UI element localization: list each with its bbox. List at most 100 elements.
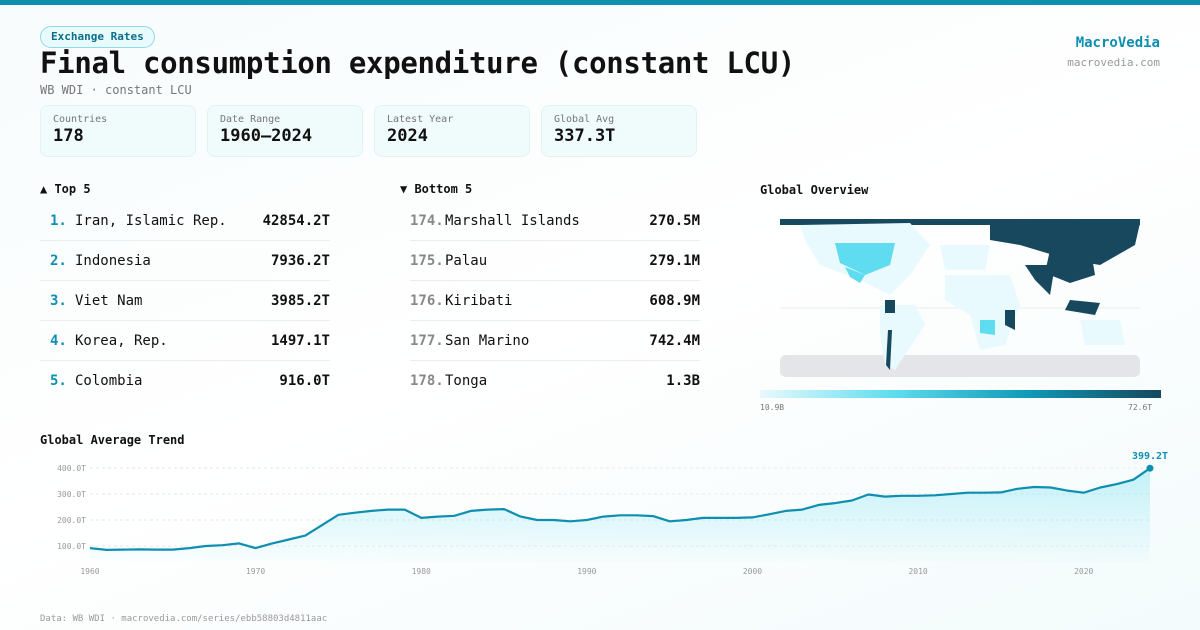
list-item[interactable]: 176. Kiribati 608.9M — [410, 281, 700, 321]
country-name: San Marino — [445, 332, 530, 349]
stat-card-global-avg: Global Avg 337.3T — [541, 105, 697, 157]
rank: 4. — [50, 332, 67, 349]
rank: 1. — [50, 212, 67, 229]
stat-card-date-range: Date Range 1960–2024 — [207, 105, 363, 157]
list-item[interactable]: 4. Korea, Rep. 1497.1T — [40, 321, 330, 361]
rank: 175. — [410, 252, 444, 269]
country-value: 270.5M — [649, 212, 700, 229]
stat-value: 337.3T — [554, 126, 616, 146]
map-arctic-strip — [780, 219, 1140, 225]
map-title: Global Overview — [760, 183, 869, 197]
top5-list: 1. Iran, Islamic Rep. 42854.2T 2. Indonesia 7… — [40, 201, 330, 401]
map-australia[interactable] — [1080, 320, 1125, 345]
map-usa[interactable] — [835, 243, 895, 275]
footer-source: Data: WB WDI · macrovedia.com/series/ebb… — [40, 614, 328, 624]
category-badge[interactable]: Exchange Rates — [40, 26, 155, 48]
rank: 176. — [410, 292, 444, 309]
x-tick-label: 1990 — [577, 567, 596, 576]
top5-title: ▲ Top 5 — [40, 182, 91, 196]
data-point — [1146, 464, 1154, 472]
country-name: Tonga — [445, 373, 488, 389]
x-tick-label: 2020 — [1074, 567, 1093, 576]
x-tick-label: 1970 — [246, 567, 265, 576]
map-color-legend — [760, 390, 1161, 398]
country-value: 608.9M — [649, 292, 700, 309]
bottom5-list: 174. Marshall Islands 270.5M 175. Palau 279.1… — [410, 201, 700, 401]
trend-area — [90, 468, 1150, 562]
x-tick-label: 1960 — [80, 567, 99, 576]
rank: 178. — [410, 373, 444, 389]
list-item[interactable]: 175. Palau 279.1M — [410, 241, 700, 281]
country-value: 1497.1T — [270, 332, 330, 349]
stat-label: Latest Year — [387, 114, 454, 125]
y-tick-label: 200.0T — [57, 516, 86, 525]
stat-label: Countries — [53, 114, 108, 125]
rank: 177. — [410, 332, 444, 349]
last-value-label: 399.2T — [1132, 451, 1168, 462]
list-item[interactable]: 178. Tonga 1.3B — [410, 361, 700, 401]
map-china[interactable] — [1045, 245, 1095, 283]
stat-value: 2024 — [387, 126, 428, 146]
country-name: Viet Nam — [75, 292, 143, 309]
map-indonesia[interactable] — [1065, 300, 1100, 315]
country-value: 742.4M — [649, 332, 700, 349]
country-name: Marshall Islands — [445, 212, 580, 229]
trend-line — [89, 467, 1151, 551]
country-name: Kiribati — [445, 292, 513, 309]
country-name: Iran, Islamic Rep. — [75, 212, 227, 229]
list-item[interactable]: 2. Indonesia 7936.2T — [40, 241, 330, 281]
country-name: Colombia — [75, 373, 143, 389]
map-mexico[interactable] — [845, 267, 865, 283]
y-tick-label: 400.0T — [57, 464, 86, 473]
map-russia[interactable] — [990, 223, 1140, 265]
rank: 174. — [410, 212, 444, 229]
country-value: 1.3B — [666, 373, 700, 389]
stat-value: 178 — [53, 126, 84, 146]
world-map[interactable] — [780, 205, 1142, 380]
y-tick-label: 300.0T — [57, 490, 86, 499]
rank: 3. — [50, 292, 67, 309]
rank: 2. — [50, 252, 67, 269]
stat-value: 1960–2024 — [220, 126, 313, 146]
map-india-iran[interactable] — [1025, 265, 1055, 295]
country-value: 42854.2T — [262, 212, 330, 229]
legend-max: 72.6T — [1128, 403, 1153, 412]
stat-label: Date Range — [220, 114, 281, 125]
brand-url[interactable]: macrovedia.com — [1067, 56, 1160, 69]
brand-logo[interactable]: MacroVedia — [1075, 35, 1160, 51]
top-accent-bar — [0, 0, 1200, 5]
list-item[interactable]: 177. San Marino 742.4M — [410, 321, 700, 361]
trend-chart: 100.0T 200.0T 300.0T 400.0T 1960 1970 1980 1990… — [57, 451, 1168, 576]
map-angola[interactable] — [980, 320, 995, 335]
stat-card-countries: Countries 178 — [40, 105, 196, 157]
page-title: Final consumption expenditure (constant … — [40, 46, 796, 80]
list-item[interactable]: 1. Iran, Islamic Rep. 42854.2T — [40, 201, 330, 241]
page-subtitle: WB WDI · constant LCU — [40, 83, 192, 97]
country-name: Indonesia — [75, 252, 151, 269]
country-value: 279.1M — [649, 252, 700, 269]
legend-min: 10.9B — [760, 403, 785, 412]
list-item[interactable]: 174. Marshall Islands 270.5M — [410, 201, 700, 241]
map-africa[interactable] — [945, 275, 1020, 350]
rank: 5. — [50, 373, 67, 389]
map-colombia[interactable] — [885, 300, 895, 313]
country-value: 7936.2T — [270, 252, 330, 269]
country-value: 916.0T — [279, 373, 330, 389]
x-tick-label: 1980 — [412, 567, 431, 576]
trend-title: Global Average Trend — [40, 433, 185, 447]
bottom5-title: ▼ Bottom 5 — [400, 182, 473, 196]
country-value: 3985.2T — [270, 292, 330, 309]
x-tick-label: 2000 — [743, 567, 762, 576]
map-south-america[interactable] — [880, 305, 925, 370]
country-name: Palau — [445, 252, 488, 269]
map-tanzania[interactable] — [1005, 310, 1015, 330]
stat-card-latest-year: Latest Year 2024 — [374, 105, 530, 157]
country-name: Korea, Rep. — [75, 332, 168, 349]
list-item[interactable]: 5. Colombia 916.0T — [40, 361, 330, 401]
stat-label: Global Avg — [554, 114, 615, 125]
map-chile[interactable] — [886, 330, 892, 370]
y-tick-label: 100.0T — [57, 542, 86, 551]
list-item[interactable]: 3. Viet Nam 3985.2T — [40, 281, 330, 321]
x-tick-label: 2010 — [908, 567, 927, 576]
map-europe[interactable] — [940, 245, 990, 270]
